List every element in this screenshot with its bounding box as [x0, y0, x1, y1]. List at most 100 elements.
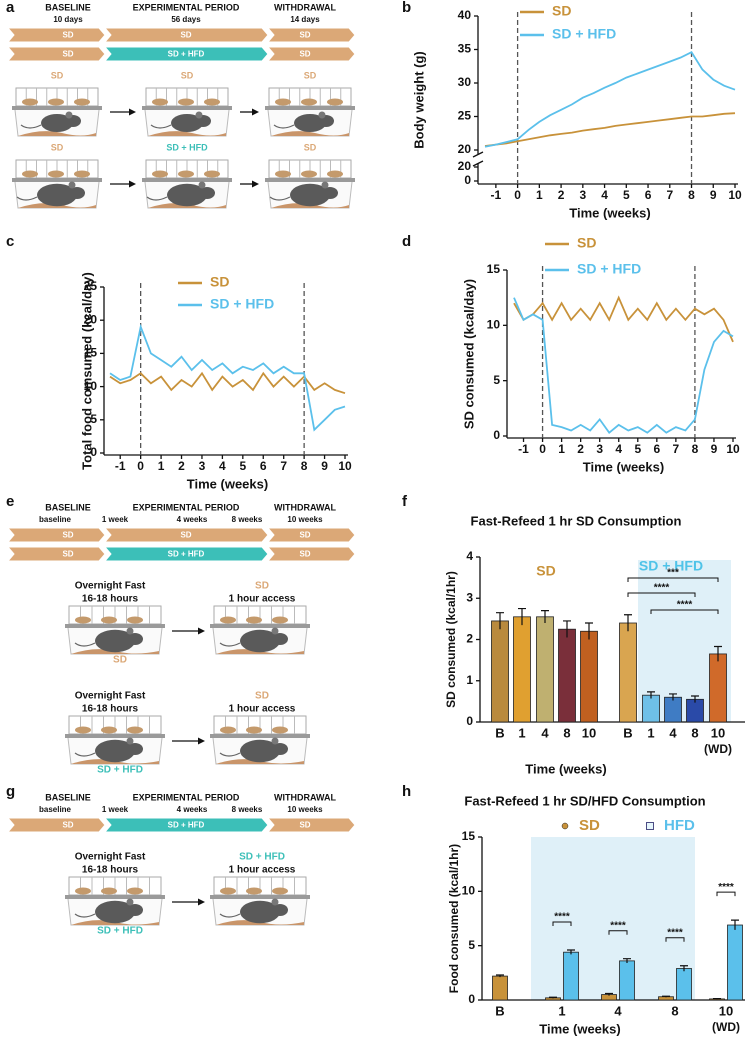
x-tick-label: 5	[239, 459, 246, 473]
diet-label: SD	[51, 70, 64, 80]
arrow-head	[198, 898, 205, 906]
pellet	[178, 98, 194, 106]
bar	[619, 960, 635, 1001]
pellet	[152, 170, 168, 178]
pellet	[220, 726, 236, 734]
mouse-head	[199, 187, 215, 199]
legend-marker	[646, 822, 654, 830]
arrow-head	[129, 180, 136, 188]
sig-label: ****	[718, 882, 734, 893]
cage-lid	[65, 734, 165, 738]
y-tick-label: 15	[487, 262, 501, 276]
access-label: SD + HFD	[239, 852, 285, 863]
phase-label: EXPERIMENTAL PERIOD	[133, 2, 240, 12]
pellet	[204, 170, 220, 178]
error-bar	[563, 620, 571, 638]
sig-label: ****	[554, 912, 570, 923]
phase-label: EXPERIMENTAL PERIOD	[133, 502, 240, 512]
legend-label: SD + HFD	[210, 296, 274, 312]
cage	[65, 715, 165, 765]
y-axis-title: SD consumed (kcal/day)	[461, 279, 476, 429]
timeline-segment	[266, 46, 356, 62]
series-line	[109, 323, 346, 432]
x-tick-label: 4	[601, 188, 608, 202]
period-shade	[531, 837, 695, 1000]
bar	[513, 616, 531, 723]
pellet	[327, 98, 343, 106]
panel-label: b	[402, 0, 411, 16]
phase-label: WITHDRAWAL	[274, 2, 336, 12]
fast-label: Overnight Fast	[75, 581, 146, 592]
bar	[727, 924, 743, 1001]
bar	[676, 968, 692, 1001]
arrow-head	[198, 737, 205, 745]
x-tick-label: 8	[691, 725, 698, 740]
timeline-segment	[6, 46, 106, 62]
error-bar	[605, 992, 613, 996]
series-line	[484, 112, 736, 147]
duration-label: 14 days	[290, 15, 320, 24]
x-tick-label: 2	[577, 442, 584, 456]
cage	[12, 159, 102, 209]
x-tick-label: 1	[536, 188, 543, 202]
panel-label: g	[6, 783, 15, 800]
group-label: SD	[536, 563, 555, 579]
access-label: SD	[255, 691, 269, 702]
timeline-segment	[103, 546, 269, 562]
x-note: (WD)	[712, 1020, 740, 1034]
timeline-label: SD + HFD	[168, 50, 205, 59]
x-axis-title: Time (weeks)	[539, 1021, 620, 1036]
x-tick-label: 10	[719, 1003, 733, 1018]
timepoint-label: baseline	[39, 805, 72, 814]
x-tick-label: 1	[158, 459, 165, 473]
diet-label: SD	[51, 142, 64, 152]
cage	[210, 715, 310, 765]
pellet	[101, 616, 117, 624]
arrow-head	[252, 180, 259, 188]
y-tick-label: 0	[466, 714, 473, 728]
y-axis-title: Body weight (g)	[411, 51, 426, 149]
y-tick-label: 2	[466, 632, 473, 646]
duration-label: 56 days	[171, 15, 201, 24]
cage	[265, 87, 355, 137]
access-label: 1 hour access	[229, 865, 296, 876]
legend-label: HFD	[664, 817, 695, 834]
sig-bracket	[627, 577, 719, 582]
legend-label: SD	[552, 3, 571, 19]
mouse-tail	[146, 196, 168, 201]
error-bar	[567, 949, 575, 955]
timeline-label: SD	[299, 821, 310, 830]
x-tick-label: 3	[579, 188, 586, 202]
x-tick-label: 5	[623, 188, 630, 202]
cage	[12, 87, 102, 137]
timeline-segment	[266, 817, 356, 833]
mouse-body	[294, 114, 326, 132]
mouse-body	[95, 629, 135, 653]
timeline-label: SD	[299, 50, 310, 59]
access-label: SD	[255, 581, 269, 592]
mouse-ear	[321, 181, 329, 189]
mouse-ear	[271, 737, 279, 745]
error-bar	[541, 610, 549, 623]
timepoint-label: 1 week	[102, 515, 129, 524]
phase-label: BASELINE	[45, 792, 91, 802]
fast-label: 16-18 hours	[82, 594, 139, 605]
mouse-head	[272, 633, 288, 645]
mouse-ear	[126, 737, 134, 745]
panel-label: a	[6, 0, 15, 16]
y-tick-label: 3	[466, 590, 473, 604]
cage-lid	[265, 106, 355, 110]
mouse-head	[272, 743, 288, 755]
fast-label: Overnight Fast	[75, 691, 146, 702]
x-tick-label: B	[495, 1003, 504, 1018]
x-tick-label: 9	[710, 188, 717, 202]
mouse-ear	[195, 111, 203, 119]
pellet	[75, 726, 91, 734]
mouse-body	[37, 183, 77, 207]
x-tick-label: 10	[728, 188, 742, 202]
x-tick-label: 0	[137, 459, 144, 473]
cage-lid	[142, 178, 232, 182]
error-bar	[518, 607, 526, 626]
mouse-tail	[269, 196, 291, 201]
series-line	[484, 51, 736, 148]
